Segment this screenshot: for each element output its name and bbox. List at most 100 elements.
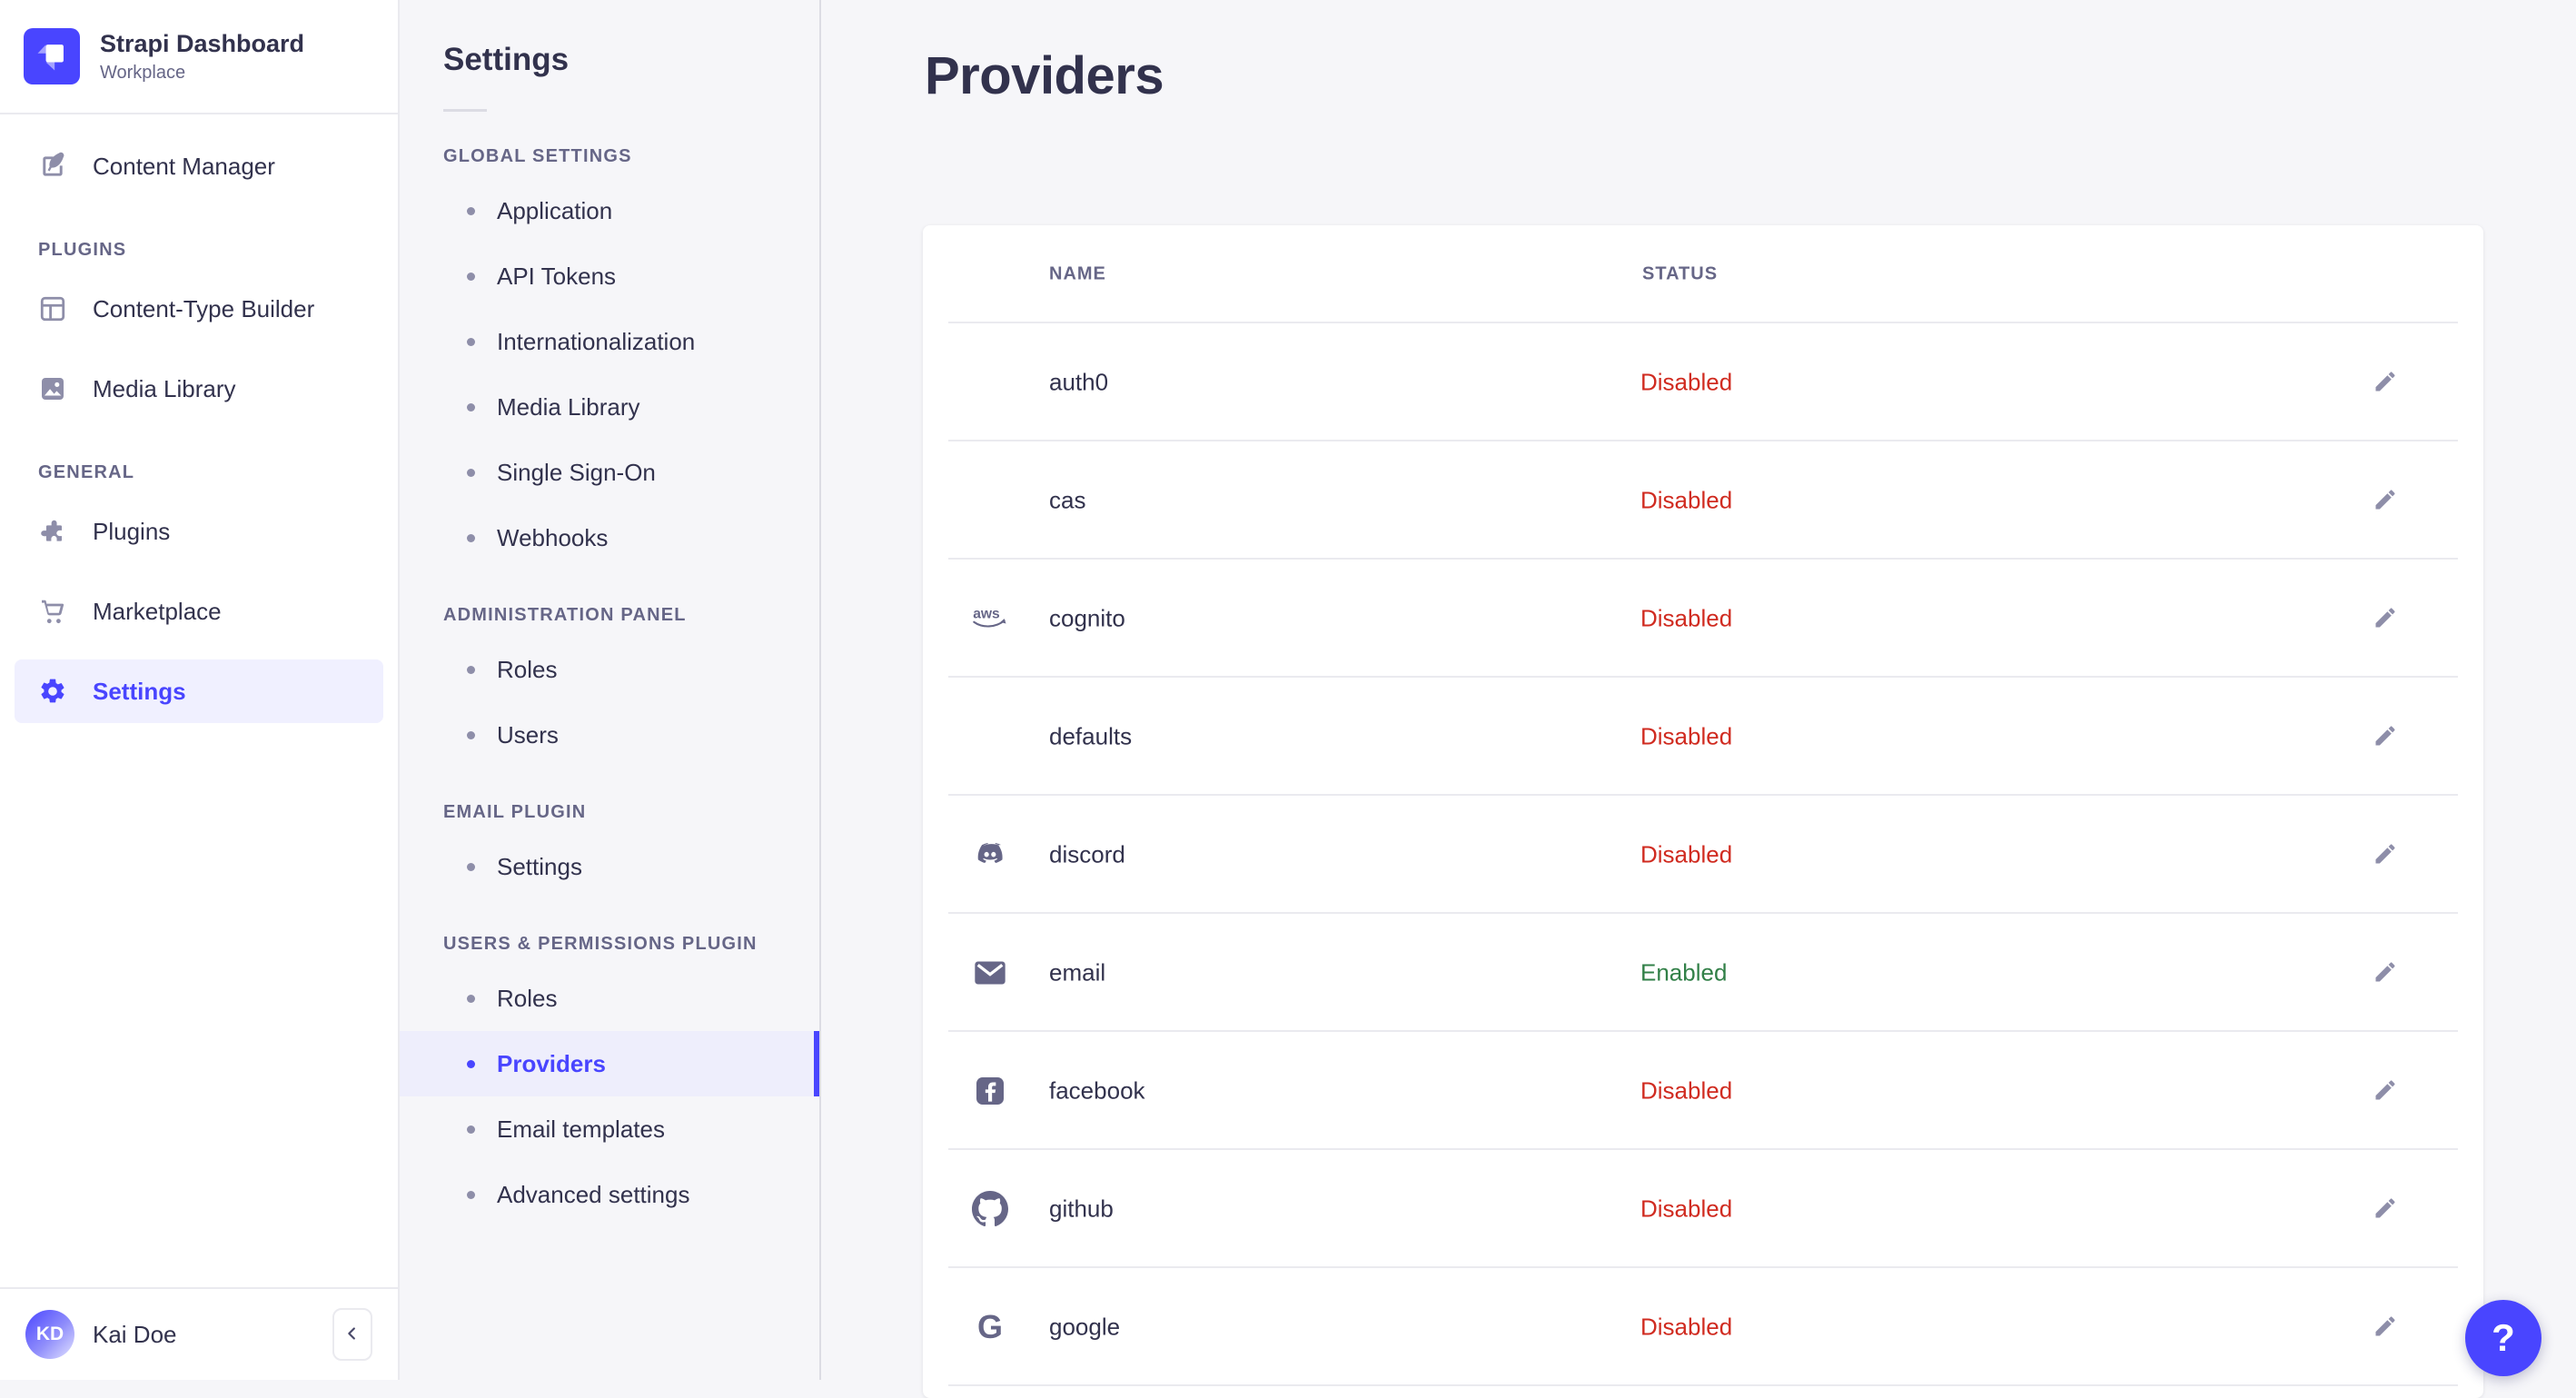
sidebar-item-label: Marketplace [93,597,222,625]
table-row-github[interactable]: github Disabled [923,1150,2483,1268]
collapse-sidebar-button[interactable] [332,1308,372,1361]
subnav-item-label: Settings [497,852,582,880]
sidebar-nav: Content Manager PLUGINS Content-Type Buil… [0,114,398,723]
edit-provider-button[interactable] [2365,599,2405,639]
table-row-cas[interactable]: cas Disabled [923,441,2483,560]
subnav-section-administration-panel: ADMINISTRATION PANEL Roles Users [400,605,819,768]
sidebar-item-label: Settings [93,677,186,705]
subnav-section-email-plugin: EMAIL PLUGIN Settings [400,802,819,899]
status-badge: Disabled [1640,1195,1733,1223]
subnav-item-advanced-settings[interactable]: Advanced settings [400,1162,819,1227]
github-icon [968,1190,1012,1228]
google-icon: G [976,1308,1003,1345]
discord-icon [968,836,1012,874]
subnav-item-single-sign-on[interactable]: Single Sign-On [400,440,819,505]
provider-icon-slot [968,363,1012,402]
provider-name: github [1049,1195,1114,1223]
provider-name: cas [1049,486,1086,514]
media-library-icon [38,374,67,403]
email-icon [968,954,1012,992]
bullet-icon [467,862,475,871]
subnav-item-roles[interactable]: Roles [400,966,819,1031]
subnav-item-label: Internationalization [497,327,696,355]
sidebar-item-media-library[interactable]: Media Library [15,357,383,421]
subnav-item-webhooks[interactable]: Webhooks [400,505,819,570]
status-badge: Enabled [1640,958,1728,987]
subnav-item-settings[interactable]: Settings [400,834,819,899]
status-badge: Disabled [1640,1313,1733,1341]
subnav-item-label: API Tokens [497,262,617,290]
help-button[interactable]: ? [2465,1300,2541,1376]
subnav-item-api-tokens[interactable]: API Tokens [400,243,819,309]
edit-icon [2373,1314,2398,1342]
status-badge: Disabled [1640,840,1733,868]
table-row-auth0[interactable]: auth0 Disabled [923,323,2483,441]
table-row-defaults[interactable]: defaults Disabled [923,678,2483,796]
sidebar-item-plugins[interactable]: Plugins [15,500,383,563]
subnav-item-label: Providers [497,1049,606,1077]
sidebar-item-marketplace[interactable]: Marketplace [15,580,383,643]
edit-provider-button[interactable] [2365,1071,2405,1111]
edit-icon [2373,605,2398,633]
subnav-item-label: Roles [497,655,558,683]
provider-name: google [1049,1313,1121,1341]
subnav-item-label: Users [497,720,559,749]
svg-text:aws: aws [973,607,1000,622]
edit-icon [2373,723,2398,751]
content-type-builder-icon [38,294,67,323]
workspace-switcher[interactable]: Strapi Dashboard Workplace [0,0,398,114]
provider-icon-slot [968,718,1012,756]
provider-name: facebook [1049,1076,1145,1105]
sidebar-item-content-type-builder[interactable]: Content-Type Builder [15,277,383,341]
sidebar-section-title: GENERAL [38,462,135,482]
provider-name: discord [1049,840,1125,868]
app-title: Strapi Dashboard [100,30,305,58]
subnav-section-title: USERS & PERMISSIONS PLUGIN [443,934,758,954]
provider-name: auth0 [1049,368,1109,396]
subnav-item-users[interactable]: Users [400,702,819,768]
subnav-item-application[interactable]: Application [400,178,819,243]
subnav-item-label: Webhooks [497,523,609,551]
subnav-item-label: Application [497,196,613,224]
subnav-item-label: Email templates [497,1115,665,1143]
status-badge: Disabled [1640,486,1733,514]
table-row-email[interactable]: email Enabled [923,914,2483,1032]
bullet-icon [467,272,475,281]
edit-provider-button[interactable] [2365,1307,2405,1347]
sidebar-item-content-manager[interactable]: Content Manager [15,134,383,198]
sidebar-item-settings[interactable]: Settings [15,659,383,723]
subnav-section-title: EMAIL PLUGIN [443,802,587,822]
chevron-left-icon [342,1324,362,1346]
edit-provider-button[interactable] [2365,1189,2405,1229]
table-row-cognito[interactable]: aws cognito Disabled [923,560,2483,678]
edit-provider-button[interactable] [2365,717,2405,757]
plugins-icon [38,517,67,546]
edit-provider-button[interactable] [2365,481,2405,521]
subnav-item-roles[interactable]: Roles [400,637,819,702]
subnav-item-media-library[interactable]: Media Library [400,374,819,440]
bullet-icon [467,337,475,346]
subnav-item-internationalization[interactable]: Internationalization [400,309,819,374]
user-name[interactable]: Kai Doe [93,1320,177,1348]
edit-icon [2373,959,2398,987]
table-row-facebook[interactable]: facebook Disabled [923,1032,2483,1150]
edit-provider-button[interactable] [2365,835,2405,875]
edit-icon [2373,841,2398,869]
edit-provider-button[interactable] [2365,362,2405,402]
content-manager-icon [38,152,67,181]
edit-icon [2373,1195,2398,1224]
bullet-icon [467,533,475,542]
subnav-item-email-templates[interactable]: Email templates [400,1096,819,1162]
bullet-icon [467,468,475,477]
provider-name: email [1049,958,1106,987]
main-content: Providers NAME STATUS auth0 Disabled cas Di… [821,0,2576,1398]
subnav-section-title: ADMINISTRATION PANEL [443,605,687,625]
edit-provider-button[interactable] [2365,953,2405,993]
table-header: NAME STATUS [923,225,2483,323]
table-row-discord[interactable]: discord Disabled [923,796,2483,914]
subnav-item-providers[interactable]: Providers [400,1031,819,1096]
provider-name: defaults [1049,722,1133,750]
subnav-divider [443,109,487,112]
subnav-section-users-permissions-plugin: USERS & PERMISSIONS PLUGIN Roles Providers… [400,934,819,1227]
